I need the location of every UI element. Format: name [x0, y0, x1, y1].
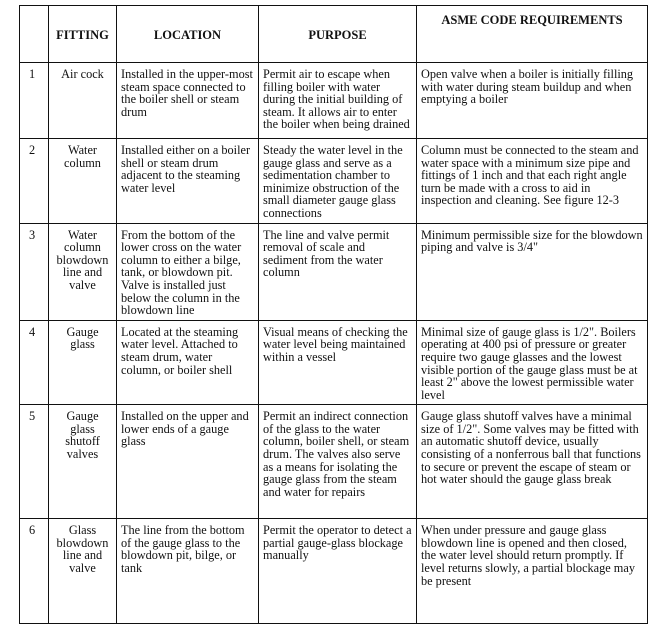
cell-purpose: Permit an indirect connection of the gla… [258, 404, 417, 520]
cell-location: Installed in the upper-most steam space … [116, 62, 259, 139]
cell-number: 5 [19, 404, 49, 520]
cell-asme-requirements: Open valve when a boiler is initially fi… [416, 62, 648, 139]
cell-fitting: Gauge glass shutoff valves [48, 404, 117, 520]
cell-number: 4 [19, 319, 49, 406]
cell-fitting: Gauge glass [48, 319, 117, 406]
header-purpose: PURPOSE [258, 5, 417, 63]
cell-fitting: Air cock [48, 62, 117, 139]
cell-number: 6 [19, 518, 49, 624]
cell-location: The line from the bottom of the gauge gl… [116, 518, 259, 624]
cell-purpose: Permit air to escape when filling boiler… [258, 62, 417, 139]
cell-asme-requirements: Column must be connected to the steam an… [416, 138, 648, 224]
cell-purpose: Visual means of checking the water level… [258, 319, 417, 406]
cell-fitting: Water column blowdown line and valve [48, 222, 117, 321]
cell-asme-requirements: Minimum permissible size for the blowdow… [416, 222, 648, 321]
cell-number: 2 [19, 138, 49, 224]
header-location: LOCATION [116, 5, 259, 63]
header-asme: ASME CODE REQUIREMENTS [416, 5, 648, 63]
cell-purpose: Permit the operator to detect a partial … [258, 518, 417, 624]
table-row: 6 Glass blowdown line and valve The line f… [19, 518, 648, 624]
table-row: 1 Air cock Installed in the upper-most ste… [19, 62, 648, 139]
header-number [19, 5, 49, 63]
table-row: 2 Water column Installed either on a boile… [19, 138, 648, 224]
cell-asme-requirements: When under pressure and gauge glass blow… [416, 518, 648, 624]
cell-purpose: The line and valve permit removal of sca… [258, 222, 417, 321]
cell-number: 1 [19, 62, 49, 139]
cell-location: From the bottom of the lower cross on th… [116, 222, 259, 321]
cell-location: Installed either on a boiler shell or st… [116, 138, 259, 224]
cell-fitting: Water column [48, 138, 117, 224]
table-row: 4 Gauge glass Located at the steaming wate… [19, 319, 648, 406]
table-row: 3 Water column blowdown line and valve Fro… [19, 222, 648, 321]
header-fitting: FITTING [48, 5, 117, 63]
cell-location: Located at the steaming water level. Att… [116, 319, 259, 406]
cell-fitting: Glass blowdown line and valve [48, 518, 117, 624]
cell-asme-requirements: Minimal size of gauge glass is 1/2". Boi… [416, 319, 648, 406]
cell-location: Installed on the upper and lower ends of… [116, 404, 259, 520]
cell-asme-requirements: Gauge glass shutoff valves have a minima… [416, 404, 648, 520]
cell-number: 3 [19, 222, 49, 321]
boiler-fittings-table: FITTING LOCATION PURPOSE ASME CODE REQUI… [19, 5, 648, 624]
cell-purpose: Steady the water level in the gauge glas… [258, 138, 417, 224]
header-row: FITTING LOCATION PURPOSE ASME CODE REQUI… [19, 5, 648, 63]
table-row: 5 Gauge glass shutoff valves Installed on … [19, 404, 648, 520]
